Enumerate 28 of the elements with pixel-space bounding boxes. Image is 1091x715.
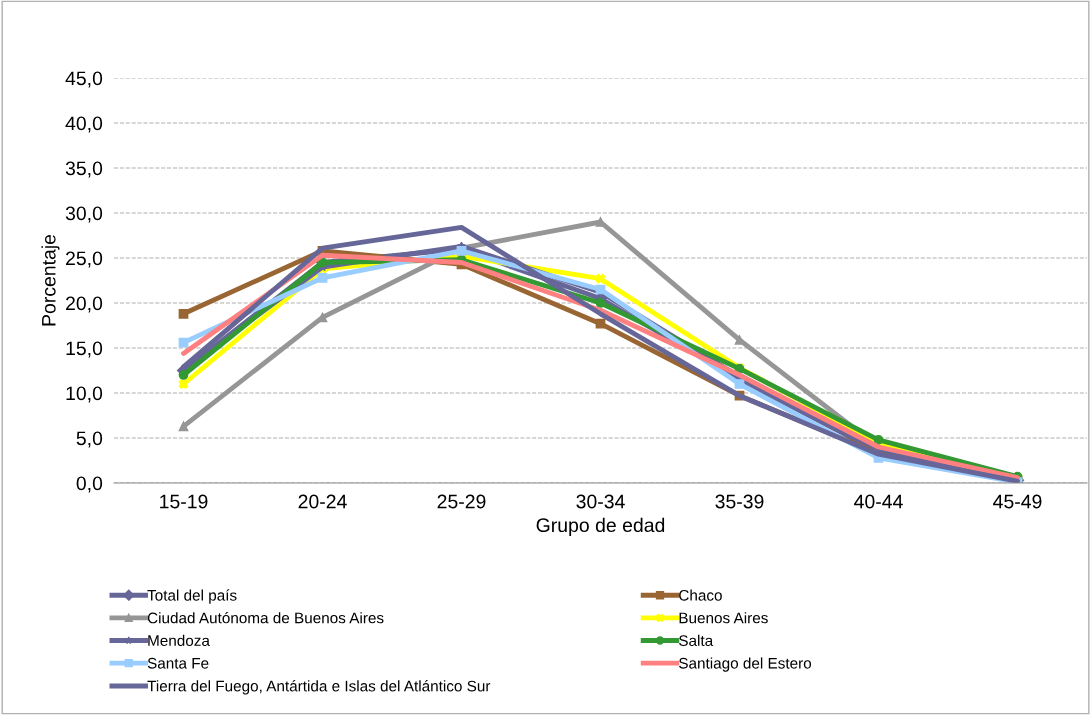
legend-label: Total del país: [147, 589, 237, 604]
legend-label: Ciudad Autónoma de Buenos Aires: [147, 611, 384, 624]
x-tick-label: 15-19: [160, 494, 208, 509]
legend-label: Santa Fe: [147, 657, 209, 669]
x-tick-label: 35-39: [715, 494, 764, 509]
y-tick-label: 25,0: [66, 251, 103, 268]
y-tick-label: 45,0: [65, 71, 103, 88]
legend-label: Tierra del Fuego, Antártida e Islas del Atlántico Sur: [147, 680, 491, 695]
x-tick-label: 25-29: [437, 494, 486, 509]
y-tick-label: 35,0: [65, 161, 103, 178]
x-tick-label: 30-34: [576, 494, 625, 509]
y-axis-title: Porcentaje: [41, 234, 60, 326]
legend-label: Buenos Aires: [679, 612, 768, 624]
x-tick-label: 45-49: [993, 494, 1042, 509]
y-tick-label: 0,0: [76, 476, 103, 493]
y-tick-label: 40,0: [65, 116, 103, 133]
x-axis-title: Grupo de edad: [536, 517, 665, 536]
legend-label: Chaco: [679, 589, 722, 601]
legend-label: Salta: [679, 634, 714, 647]
y-tick-label: 15,0: [66, 341, 103, 358]
y-tick-label: 10,0: [66, 386, 103, 403]
legend-label: Santiago del Estero: [679, 657, 812, 672]
y-tick-label: 30,0: [65, 206, 103, 223]
x-tick-label: 40-44: [854, 494, 903, 509]
x-tick-label: 20-24: [298, 494, 347, 509]
y-tick-label: 5,0: [76, 431, 103, 448]
legend-label: Mendoza: [148, 634, 210, 647]
y-tick-label: 20,0: [66, 296, 103, 313]
